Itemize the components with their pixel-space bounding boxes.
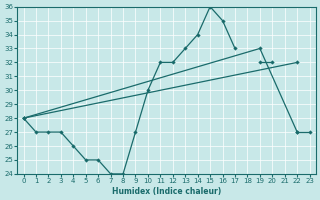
X-axis label: Humidex (Indice chaleur): Humidex (Indice chaleur) [112, 187, 221, 196]
